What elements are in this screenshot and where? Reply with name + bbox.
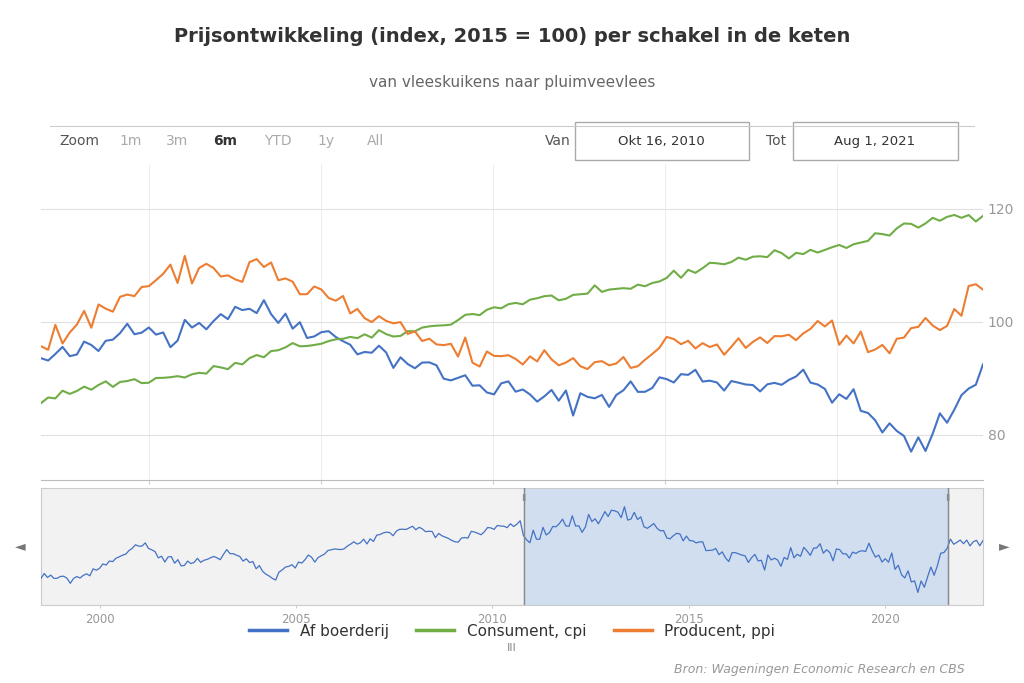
Text: Okt 16, 2010: Okt 16, 2010 [618, 135, 706, 148]
Text: Prijsontwikkeling (index, 2015 = 100) per schakel in de keten: Prijsontwikkeling (index, 2015 = 100) pe… [174, 27, 850, 46]
Text: II: II [945, 494, 950, 503]
Text: van vleeskuikens naar pluimveevlees: van vleeskuikens naar pluimveevlees [369, 74, 655, 89]
Bar [524, 488, 948, 605]
Text: ►: ► [998, 540, 1009, 553]
Text: Tot: Tot [766, 134, 786, 148]
Text: 1m: 1m [119, 134, 141, 148]
Text: ◄: ◄ [15, 540, 26, 553]
Text: 6m: 6m [213, 134, 237, 148]
Text: Zoom: Zoom [59, 134, 99, 148]
Text: II: II [521, 494, 526, 503]
Text: YTD: YTD [264, 134, 292, 148]
Text: Bron: Wageningen Economic Research en CBS: Bron: Wageningen Economic Research en CB… [674, 663, 965, 676]
FancyBboxPatch shape [793, 122, 957, 160]
Text: III: III [507, 643, 517, 653]
Text: Van: Van [545, 134, 570, 148]
Text: Aug 1, 2021: Aug 1, 2021 [835, 135, 915, 148]
Legend: Af boerderij, Consument, cpi, Producent, ppi: Af boerderij, Consument, cpi, Producent,… [243, 617, 781, 645]
Text: All: All [367, 134, 384, 148]
FancyBboxPatch shape [575, 122, 750, 160]
Text: 1y: 1y [317, 134, 335, 148]
Text: 3m: 3m [167, 134, 188, 148]
